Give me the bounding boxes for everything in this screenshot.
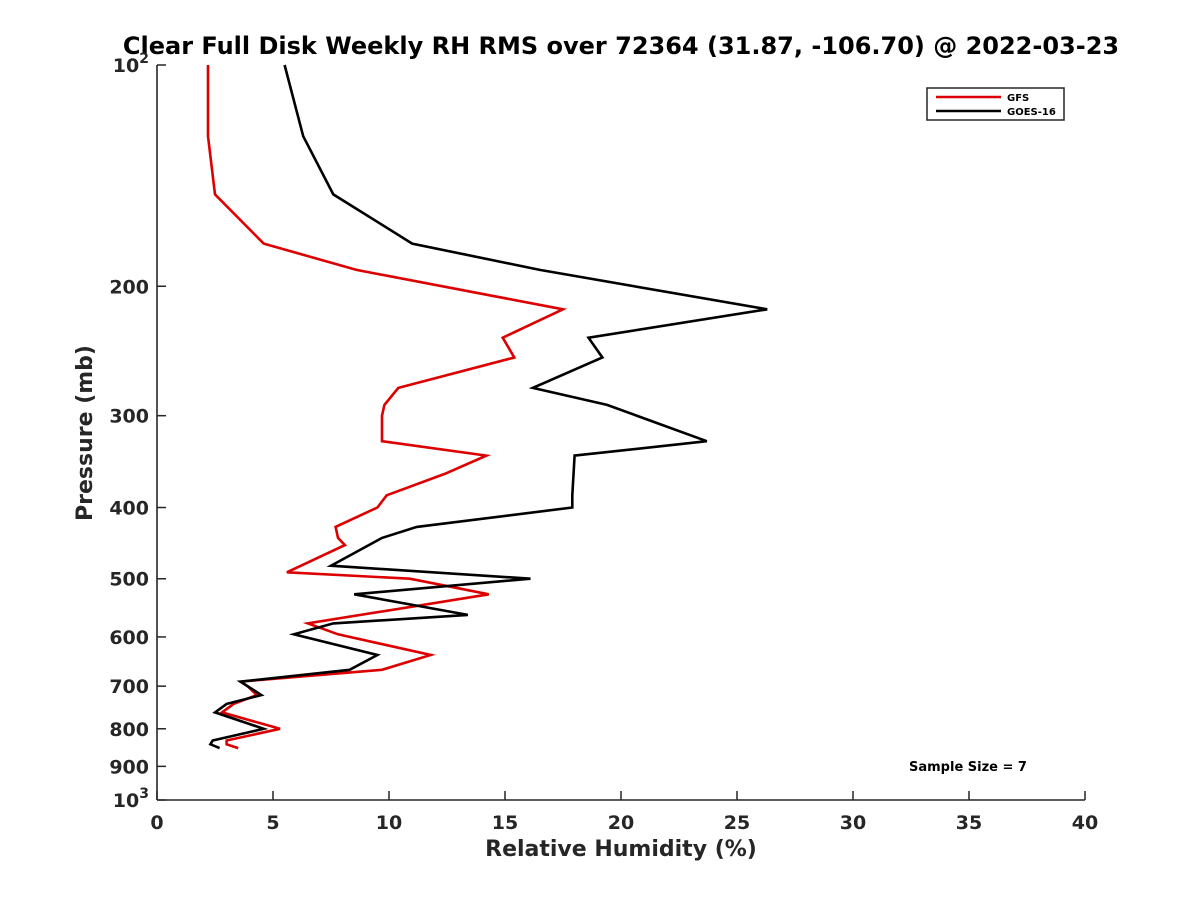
legend-box [926,87,1065,121]
y-tick-label-500: 500 [109,569,149,591]
x-tick-label-15: 15 [492,812,518,834]
y-tick-label-100: 102 [113,51,149,77]
legend-label-goes16: GOES-16 [1007,107,1056,118]
x-tick-label-5: 5 [266,812,279,834]
axes: 0 5 10 15 20 25 30 35 40 102 200 300 400 500 600 700 80… [109,51,1098,834]
x-tick-label-30: 30 [840,812,866,834]
y-ticks: 102 200 300 400 500 600 700 800 900 103 [109,51,166,812]
y-tick-label-1000: 103 [113,786,149,812]
y-axis-label: Pressure (mb) [73,345,98,521]
y-tick-label-200: 200 [109,276,149,298]
series-line-goes16 [208,64,768,750]
legend: GFS GOES-16 [926,87,1065,121]
x-tick-label-25: 25 [724,812,750,834]
x-axis-label: Relative Humidity (%) [485,837,757,862]
y-tick-label-700: 700 [109,676,149,698]
legend-label-gfs: GFS [1007,93,1029,104]
x-tick-label-20: 20 [608,812,634,834]
y-tick-label-600: 600 [109,627,149,649]
y-tick-label-800: 800 [109,719,149,741]
series-line-gfs [206,65,568,750]
y-tick-label-400: 400 [109,498,149,520]
x-tick-label-35: 35 [956,812,982,834]
chart-title: Clear Full Disk Weekly RH RMS over 72364… [123,32,1119,60]
y-tick-label-900: 900 [109,756,149,778]
y-tick-label-300: 300 [109,406,149,428]
series-layer [206,64,768,750]
x-tick-label-10: 10 [376,812,402,834]
sample-size-annotation: Sample Size = 7 [909,760,1027,775]
x-ticks: 0 5 10 15 20 25 30 35 40 [150,791,1098,834]
x-tick-label-0: 0 [150,812,163,834]
x-tick-label-40: 40 [1072,812,1098,834]
